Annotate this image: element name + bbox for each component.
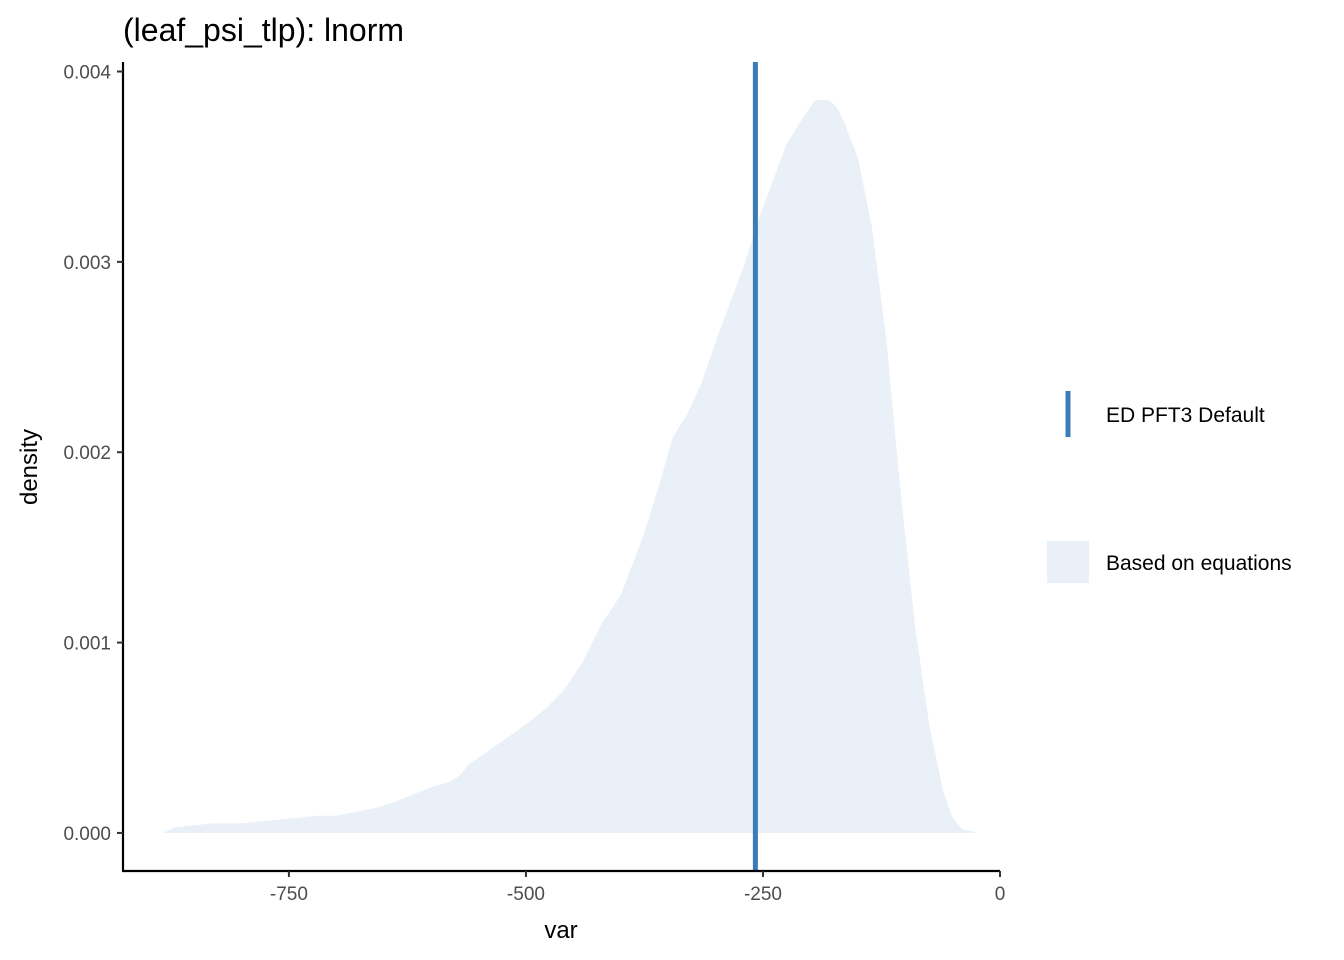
plot-area: [162, 62, 977, 871]
x-tick-label: -750: [270, 884, 308, 905]
x-tick-label: -250: [744, 884, 782, 905]
y-axis-ticks: 0.000 0.001 0.002 0.003 0.004: [63, 63, 123, 845]
legend-label-based-on-equations: Based on equations: [1106, 552, 1292, 575]
y-tick-label: 0.001: [63, 634, 111, 655]
x-tick-label: 0: [995, 884, 1006, 905]
y-axis-title: density: [16, 429, 43, 505]
legend: ED PFT3 Default Based on equations: [1047, 391, 1292, 583]
x-axis-title: var: [544, 917, 577, 944]
y-tick-label: 0.000: [63, 824, 111, 845]
legend-key-based-on-equations: [1047, 541, 1089, 583]
chart-title: (leaf_psi_tlp): lnorm: [123, 12, 404, 48]
legend-label-ed-pft3-default: ED PFT3 Default: [1106, 404, 1265, 427]
density-area: [162, 100, 977, 833]
y-tick-label: 0.002: [63, 443, 111, 464]
y-tick-label: 0.003: [63, 253, 111, 274]
x-axis-ticks: -750 -500 -250 0: [270, 871, 1005, 905]
x-tick-label: -500: [507, 884, 545, 905]
y-tick-label: 0.004: [63, 63, 111, 84]
